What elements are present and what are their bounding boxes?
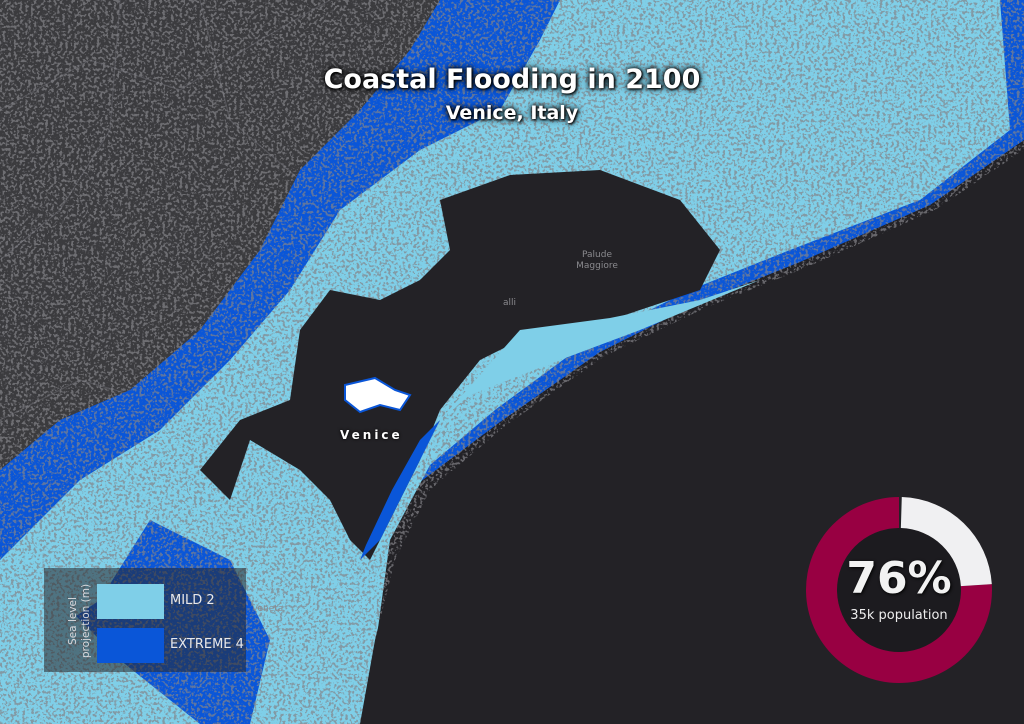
pellestrina-strip bbox=[360, 420, 440, 560]
map-title: Coastal Flooding in 2100 bbox=[323, 64, 701, 95]
city-label-venice: Venice bbox=[340, 428, 403, 442]
place-label-partial: alli bbox=[503, 298, 517, 308]
legend-swatch-mild bbox=[97, 584, 164, 619]
map-subtitle: Venice, Italy bbox=[445, 102, 579, 124]
place-label-palude-maggiore: Palude Maggiore bbox=[572, 250, 622, 272]
legend-title: Sea level projection (m) bbox=[67, 571, 93, 671]
lagoon bbox=[200, 170, 720, 560]
lido-strip bbox=[440, 280, 760, 420]
place-label-line: Maggiore bbox=[576, 261, 618, 271]
population-donut bbox=[806, 497, 992, 683]
donut-center bbox=[837, 528, 961, 652]
donut-segment-affected bbox=[806, 497, 992, 683]
legend-title-line: Sea level bbox=[67, 597, 79, 645]
legend-title-line: projection (m) bbox=[80, 583, 92, 659]
legend-swatch-extreme bbox=[97, 628, 164, 663]
venice-island bbox=[344, 376, 412, 414]
donut-segment-remaining bbox=[900, 497, 992, 587]
legend-label-extreme: EXTREME 4 bbox=[170, 637, 244, 652]
affected-population: 35k population bbox=[850, 608, 948, 623]
place-label-veneta: Veneta bbox=[252, 604, 284, 614]
legend-label-mild: MILD 2 bbox=[170, 593, 215, 608]
affected-percent: 76% bbox=[846, 553, 952, 604]
place-label-line: Palude bbox=[582, 250, 612, 260]
legend: Sea level projection (m) MILD 2 EXTREME … bbox=[44, 568, 246, 672]
